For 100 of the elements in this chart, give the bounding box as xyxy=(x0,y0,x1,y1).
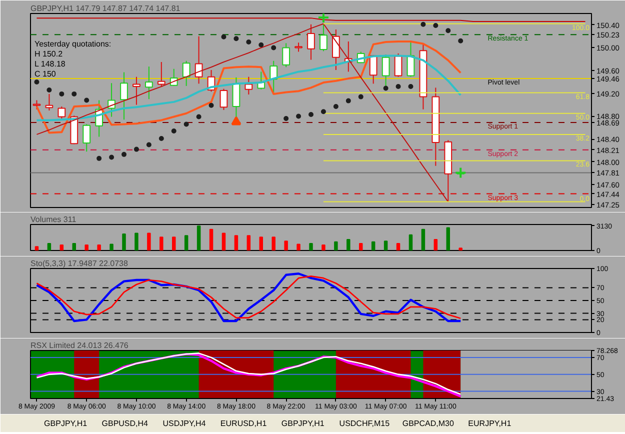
bar xyxy=(84,244,88,250)
bar xyxy=(446,227,450,250)
chart-title: GBPJPY,H1 147.79 147.87 147.74 147.81 xyxy=(30,4,181,13)
text: GBPCAD,M30 xyxy=(402,419,454,428)
annotation: H 150.2 xyxy=(34,50,64,58)
bar xyxy=(334,241,338,250)
candlestick xyxy=(332,28,340,70)
bar xyxy=(371,241,376,250)
candlestick xyxy=(394,52,402,78)
bar xyxy=(110,244,114,250)
point xyxy=(284,116,289,121)
bar xyxy=(408,234,413,250)
point xyxy=(122,152,126,157)
point xyxy=(208,102,214,108)
point xyxy=(454,166,467,179)
text: USDCHF,M15 xyxy=(339,419,390,428)
candlestick xyxy=(120,72,128,120)
annotation: C 150 xyxy=(34,70,56,78)
bar xyxy=(234,235,238,250)
candlestick xyxy=(32,100,41,110)
point xyxy=(231,116,242,126)
point xyxy=(184,122,189,127)
line-series xyxy=(36,23,449,202)
candlestick xyxy=(145,66,153,100)
point xyxy=(84,98,90,103)
bar xyxy=(34,246,39,250)
point xyxy=(196,114,202,120)
bar xyxy=(72,242,76,250)
candlestick xyxy=(108,82,116,118)
candlestick xyxy=(182,60,190,86)
bar xyxy=(209,228,214,250)
point xyxy=(358,94,364,100)
bar xyxy=(272,236,276,250)
point xyxy=(346,98,351,104)
bar xyxy=(284,240,288,250)
point xyxy=(158,136,164,141)
bar xyxy=(322,244,326,250)
text: GBPUSD,H4 xyxy=(102,419,149,428)
bar xyxy=(246,235,251,250)
point xyxy=(246,40,252,45)
chart-title: RSX Limited 24.013 26.476 xyxy=(30,341,129,350)
point xyxy=(271,45,276,50)
point xyxy=(59,91,64,96)
point xyxy=(96,156,102,161)
candlestick xyxy=(320,23,328,52)
point xyxy=(34,79,40,84)
candlestick xyxy=(45,93,54,111)
bar xyxy=(222,232,226,250)
point xyxy=(420,22,426,27)
text: USDJPY,H4 xyxy=(162,419,206,428)
bar xyxy=(434,239,438,250)
point xyxy=(333,104,338,110)
point xyxy=(308,112,314,117)
text: GBPJPY,H1 xyxy=(44,419,88,428)
candlestick xyxy=(194,36,203,84)
bar xyxy=(296,244,300,250)
candlestick xyxy=(132,76,140,106)
point xyxy=(296,114,302,119)
candlestick xyxy=(244,76,253,96)
chart-title: Sto(5,3,3) 17.9487 22.0738 xyxy=(30,259,128,268)
point xyxy=(134,146,139,152)
bar xyxy=(358,242,363,250)
bar xyxy=(346,239,350,250)
bar xyxy=(309,242,313,250)
text: EURJPY,H1 xyxy=(468,419,512,428)
chart-title: Volumes 311 xyxy=(30,215,77,224)
point xyxy=(258,42,264,48)
point xyxy=(320,109,326,114)
candlestick xyxy=(282,42,290,68)
point xyxy=(109,154,114,160)
candlestick xyxy=(369,54,378,84)
point xyxy=(458,38,464,44)
bar xyxy=(172,236,176,250)
point xyxy=(396,84,401,90)
point xyxy=(433,22,438,28)
candlestick xyxy=(294,42,302,52)
bar xyxy=(458,248,462,250)
annotation: L 148.18 xyxy=(34,60,66,68)
text: GBPJPY,H1 xyxy=(281,419,325,428)
bar xyxy=(384,240,388,250)
point xyxy=(446,28,451,34)
bar xyxy=(97,244,101,250)
candlestick xyxy=(58,106,66,119)
bar xyxy=(147,232,151,250)
bar xyxy=(196,225,201,250)
point xyxy=(46,87,52,92)
text: EURUSD,H1 xyxy=(220,419,268,428)
candlestick xyxy=(307,24,315,60)
bar xyxy=(47,242,52,250)
point xyxy=(221,34,226,40)
bar xyxy=(122,234,126,250)
point xyxy=(171,128,176,134)
point xyxy=(146,142,152,148)
point xyxy=(234,36,239,42)
bar xyxy=(421,228,426,250)
candlestick xyxy=(220,88,228,110)
bar xyxy=(134,232,138,250)
bar xyxy=(396,242,400,250)
candlestick xyxy=(82,124,91,152)
bar xyxy=(184,235,188,250)
